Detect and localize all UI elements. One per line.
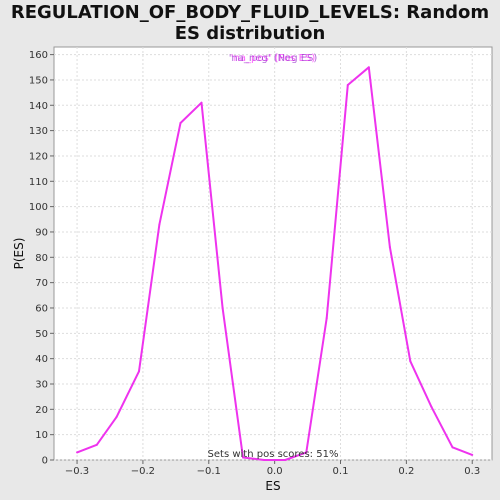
x-tick-label: −0.2 — [131, 466, 155, 477]
y-tick-label: 80 — [35, 253, 48, 264]
data-point — [200, 101, 203, 104]
grid-lines — [54, 47, 492, 461]
y-tick-label: 140 — [29, 101, 48, 112]
x-tick-label: 0.0 — [267, 466, 283, 477]
y-tick-label: 30 — [35, 379, 48, 390]
y-tick-label: 160 — [29, 50, 48, 61]
data-point — [367, 66, 370, 69]
y-tick-label: 90 — [35, 227, 48, 238]
x-tick-label: 0.1 — [333, 466, 349, 477]
x-axis-label: ES — [265, 479, 280, 493]
y-tick-label: 70 — [35, 278, 48, 289]
data-point — [242, 456, 245, 459]
data-point — [179, 122, 182, 125]
y-axis-label: P(ES) — [12, 238, 26, 270]
data-point — [263, 459, 266, 461]
y-tick-label: 130 — [29, 126, 48, 137]
data-point — [305, 451, 308, 454]
pos-scores-annotation: Sets with pos scores: 51% — [208, 449, 339, 460]
y-tick-label: 10 — [35, 430, 48, 441]
y-tick-label: 110 — [29, 177, 48, 188]
x-tick-label: −0.1 — [197, 466, 221, 477]
data-point — [388, 246, 391, 249]
data-point — [221, 306, 224, 309]
data-point — [346, 84, 349, 87]
y-tick-label: 120 — [29, 151, 48, 162]
data-point — [284, 459, 287, 461]
data-point — [115, 415, 118, 418]
y-tick-label: 100 — [29, 202, 48, 213]
chart-title: REGULATION_OF_BODY_FLUID_LEVELS: Random … — [10, 2, 490, 44]
y-tick-label: 40 — [35, 354, 48, 365]
data-point — [471, 453, 474, 456]
data-point — [451, 446, 454, 449]
data-point — [325, 317, 328, 320]
x-tick-label: 0.3 — [464, 466, 480, 477]
y-tick-label: 20 — [35, 405, 48, 416]
legend-entry: 'na_neg' (Neg ES) — [229, 53, 318, 64]
legend-entry: 'na_pos' (Pos ES) — [231, 53, 316, 64]
x-tick-label: −0.3 — [65, 466, 89, 477]
y-tick-label: 150 — [29, 75, 48, 86]
series-layer — [76, 66, 474, 461]
data-point — [137, 370, 140, 373]
legend: 'na_pos' (Pos ES)'na_neg' (Neg ES) — [229, 53, 318, 64]
data-point — [76, 451, 79, 454]
axes: 0 10 20 30 40 50 60 70 80 90 100 110 120 130 140 150 160… — [29, 50, 480, 477]
es-distribution-line — [76, 66, 473, 461]
data-point — [430, 405, 433, 408]
y-tick-label: 50 — [35, 329, 48, 340]
plot-area — [53, 46, 493, 461]
x-tick-label: 0.2 — [398, 466, 414, 477]
data-point — [409, 360, 412, 363]
data-point — [95, 443, 98, 446]
y-tick-label: 60 — [35, 303, 48, 314]
data-point — [158, 223, 161, 226]
y-tick-label: 0 — [42, 456, 48, 467]
